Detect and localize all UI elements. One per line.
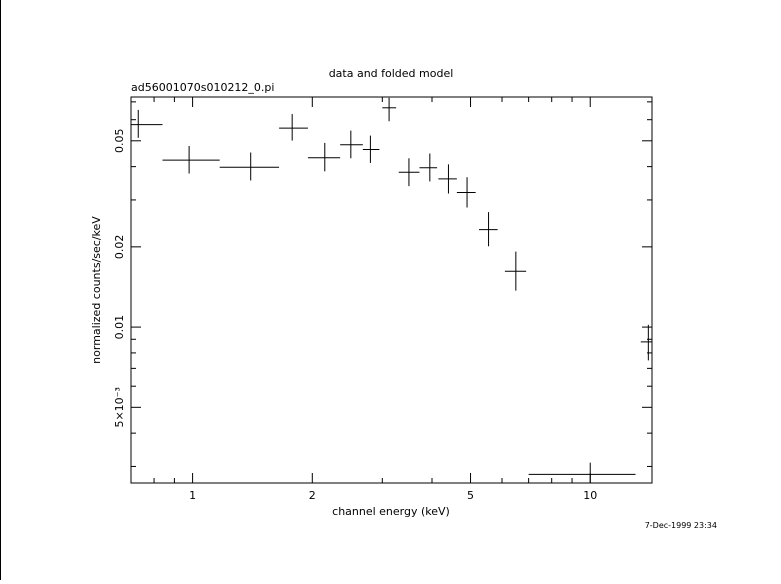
data-point: [340, 130, 363, 159]
y-tick-label: 0.01: [113, 315, 126, 340]
y-tick-label: 5×10⁻³: [113, 387, 126, 427]
data-point: [382, 97, 397, 122]
data-point: [456, 177, 476, 208]
data-point: [504, 251, 527, 291]
data-points: [131, 97, 652, 483]
data-point: [219, 152, 280, 181]
y-axis-label: normalized counts/sec/keV: [90, 216, 103, 364]
data-point: [419, 153, 438, 182]
x-tick-labels: 1 2 5 10: [189, 489, 597, 502]
x-tick-label: 1: [189, 489, 196, 502]
data-point: [640, 324, 652, 361]
chart-title: data and folded model: [329, 67, 454, 80]
data-point: [162, 146, 220, 174]
x-tick-label: 5: [467, 489, 474, 502]
chart-subtitle: ad56001070s010212_0.pi: [131, 81, 274, 94]
data-point: [528, 462, 636, 483]
data-point: [438, 164, 457, 194]
x-tick-label: 10: [583, 489, 597, 502]
data-point: [398, 158, 420, 187]
timestamp: 7-Dec-1999 23:34: [645, 521, 717, 530]
data-point: [307, 142, 341, 172]
data-point: [131, 109, 163, 138]
window-left-edge: [0, 0, 1, 580]
plot-frame: [130, 96, 653, 484]
axis-ticks: [130, 97, 652, 483]
data-point: [478, 212, 498, 247]
x-tick-label: 2: [309, 489, 316, 502]
y-tick-label: 0.02: [113, 235, 126, 260]
y-tick-labels: 5×10⁻³ 0.01 0.02 0.05: [113, 129, 126, 428]
data-point: [362, 135, 380, 163]
x-axis-label: channel energy (keV): [332, 505, 450, 518]
y-tick-label: 0.05: [113, 129, 126, 154]
data-point: [279, 114, 308, 141]
